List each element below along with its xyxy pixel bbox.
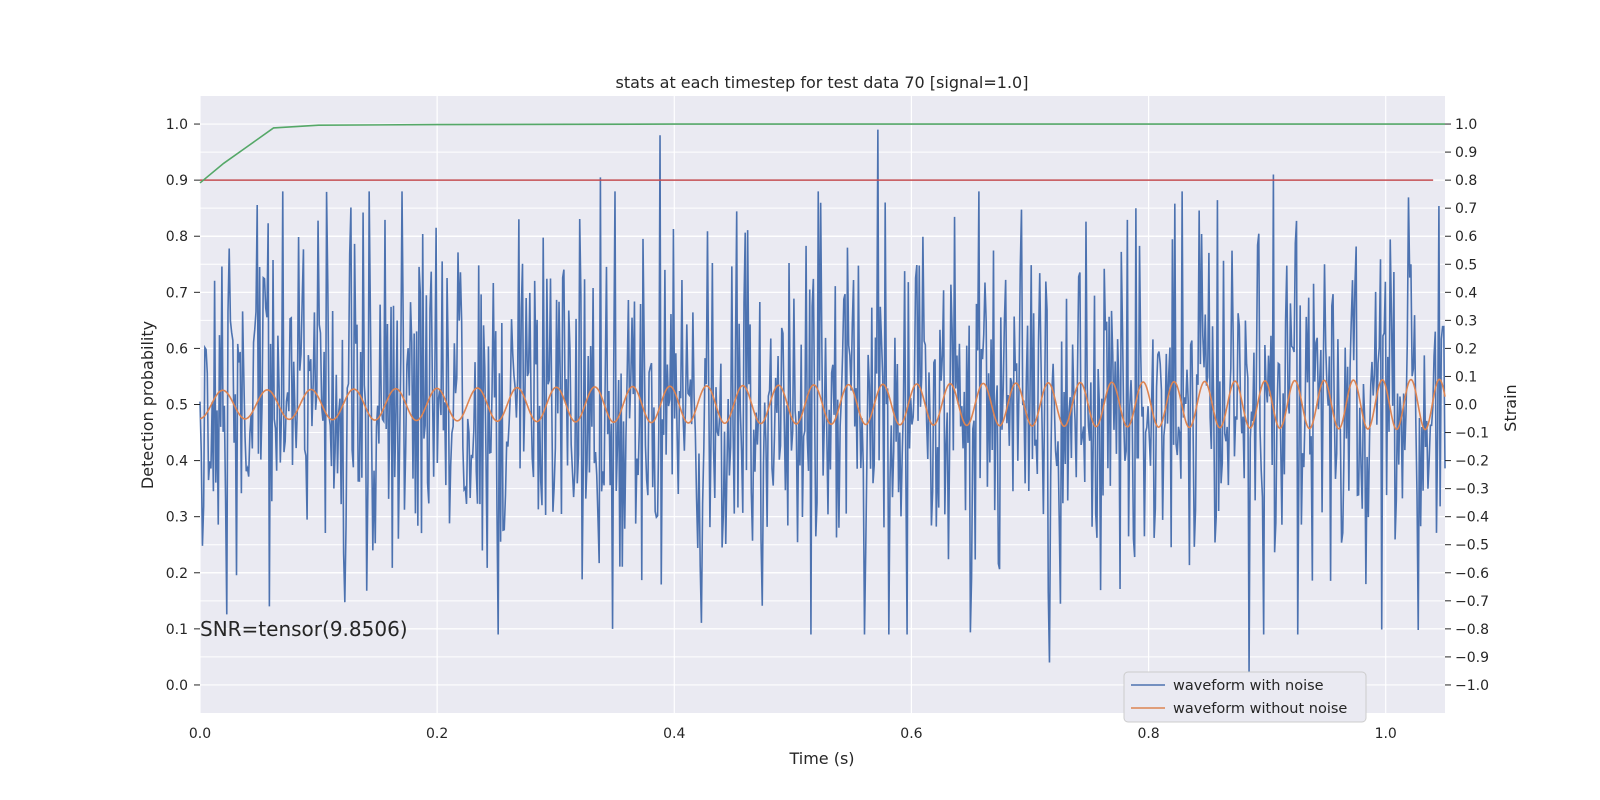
y-tick-label: 0.9 — [166, 173, 188, 189]
x-tick-label: 0.6 — [900, 726, 922, 742]
y-right-tick-label: 0.4 — [1455, 285, 1477, 301]
legend: waveform with noise waveform without noi… — [1123, 671, 1367, 723]
y-axis-label: Detection probability — [138, 321, 157, 489]
y-tick-label: 1.0 — [166, 117, 188, 133]
y-right-tick-label: 0.7 — [1455, 201, 1477, 217]
y-tick-label: 0.8 — [166, 229, 188, 245]
y-right-tick-label: −0.5 — [1455, 538, 1489, 554]
y-axis-right-label: Strain — [1501, 384, 1520, 431]
y-right-tick-label: 0.9 — [1455, 145, 1477, 161]
legend-box — [1123, 671, 1367, 723]
y-right-tick-label: −0.7 — [1455, 594, 1489, 610]
y-tick-label: 0.5 — [166, 398, 188, 414]
y-tick-label: 0.2 — [166, 566, 188, 582]
y-right-tick-label: −0.3 — [1455, 482, 1489, 498]
y-right-tick-label: −0.4 — [1455, 510, 1489, 526]
y-right-tick-label: 0.0 — [1455, 398, 1477, 414]
y-right-tick-label: 0.8 — [1455, 173, 1477, 189]
x-tick-label: 0.0 — [189, 726, 211, 742]
y-right-tick-label: −0.6 — [1455, 566, 1489, 582]
y-tick-label: 0.6 — [166, 341, 188, 357]
y-right-tick-label: 0.1 — [1455, 369, 1477, 385]
x-tick-label: 1.0 — [1375, 726, 1397, 742]
y-right-tick-label: 1.0 — [1455, 117, 1477, 133]
series-waveform-with-noise — [199, 129, 1446, 674]
chart-title: stats at each timestep for test data 70 … — [616, 73, 1029, 92]
series-layer — [199, 123, 1446, 674]
snr-annotation: SNR=tensor(9.8506) — [200, 617, 408, 641]
axes-layer: 0.0 0.2 0.4 0.6 0.8 1.0 0.0 0.1 0.2 0.3 0.4 0.5 0.6 0… — [166, 117, 1489, 742]
x-tick-label: 0.2 — [426, 726, 448, 742]
x-tick-label: 0.4 — [663, 726, 685, 742]
x-tick-label: 0.8 — [1137, 726, 1159, 742]
y-tick-label: 0.7 — [166, 285, 188, 301]
y-tick-label: 0.0 — [166, 678, 188, 694]
y-right-tick-label: −0.2 — [1455, 454, 1489, 470]
series-waveform-without-noise — [199, 378, 1446, 431]
y-right-tick-label: −0.8 — [1455, 622, 1489, 638]
y-right-tick-label: −0.9 — [1455, 650, 1489, 666]
x-axis-label: Time (s) — [788, 749, 854, 768]
y-right-tick-label: 0.3 — [1455, 313, 1477, 329]
y-right-tick-label: −1.0 — [1455, 678, 1489, 694]
legend-label-noisy: waveform with noise — [1173, 678, 1324, 694]
y-tick-label: 0.4 — [166, 454, 188, 470]
y-tick-label: 0.1 — [166, 622, 188, 638]
series-detection-probability — [199, 123, 1445, 184]
y-right-tick-label: 0.2 — [1455, 341, 1477, 357]
y-tick-label: 0.3 — [166, 510, 188, 526]
y-right-tick-label: 0.6 — [1455, 229, 1477, 245]
legend-label-clean: waveform without noise — [1173, 701, 1347, 717]
y-right-tick-label: −0.1 — [1455, 426, 1489, 442]
y-right-tick-label: 0.5 — [1455, 257, 1477, 273]
